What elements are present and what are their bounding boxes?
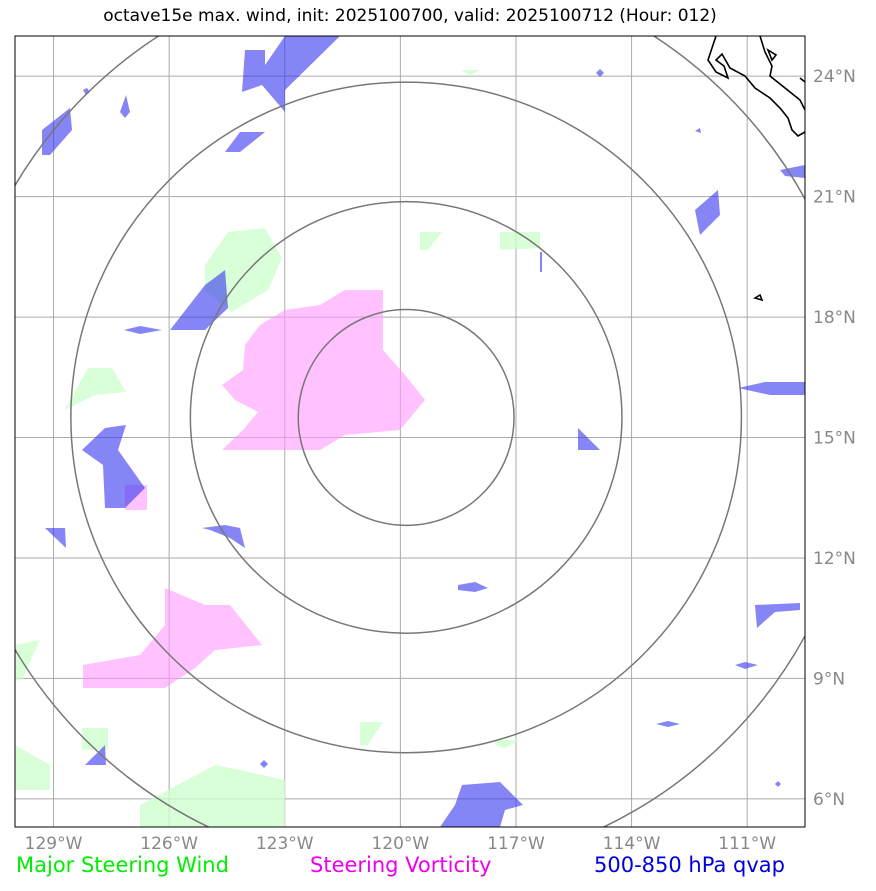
longitude-tick-label: 117°W xyxy=(487,834,545,854)
qvap-area xyxy=(45,528,66,548)
wind-area xyxy=(140,765,285,827)
latitude-labels: 24°N 21°N 18°N 15°N 12°N 9°N 6°N xyxy=(813,67,856,810)
longitude-tick-label: 126°W xyxy=(140,834,198,854)
qvap-area xyxy=(120,95,130,118)
qvap-area xyxy=(578,428,600,450)
longitude-tick-label: 129°W xyxy=(25,834,83,854)
qvap-area xyxy=(540,252,542,272)
legend-steering-wind: Major Steering Wind xyxy=(16,853,229,877)
longitude-tick-label: 123°W xyxy=(256,834,314,854)
range-ring xyxy=(297,308,515,527)
latitude-tick-label: 6°N xyxy=(813,790,845,810)
longitude-tick-label: 114°W xyxy=(603,834,661,854)
latitude-tick-label: 9°N xyxy=(813,669,845,689)
qvap-area xyxy=(775,781,781,787)
qvap-area xyxy=(42,108,72,155)
wind-area xyxy=(420,232,442,250)
wind-area xyxy=(82,728,108,750)
qvap-area xyxy=(755,603,800,628)
island xyxy=(766,48,778,62)
wind-area xyxy=(15,640,40,680)
vorticity-area xyxy=(222,290,425,450)
qvap-layer xyxy=(42,36,805,827)
coastline-gulf xyxy=(759,36,805,111)
legend-steering-vorticity: Steering Vorticity xyxy=(310,853,492,877)
island xyxy=(753,293,764,302)
longitude-labels: 129°W 126°W 123°W 120°W 117°W 114°W 111°W xyxy=(25,834,777,854)
latitude-tick-label: 18°N xyxy=(813,308,856,328)
wind-area xyxy=(460,70,480,75)
qvap-area xyxy=(458,582,488,592)
latitude-tick-label: 24°N xyxy=(813,67,856,87)
steering-vorticity-layer xyxy=(83,290,425,688)
qvap-area xyxy=(260,760,268,768)
longitude-tick-label: 120°W xyxy=(371,834,429,854)
qvap-area xyxy=(170,270,228,330)
qvap-area xyxy=(440,782,523,827)
gridlines xyxy=(15,36,805,827)
qvap-area xyxy=(242,36,340,112)
qvap-area xyxy=(780,165,805,178)
range-ring xyxy=(189,200,623,635)
range-rings xyxy=(15,36,805,827)
wind-area xyxy=(65,368,126,410)
qvap-area xyxy=(124,326,162,334)
coastline xyxy=(707,36,805,302)
qvap-area xyxy=(735,662,758,669)
coastline-baja xyxy=(707,36,805,137)
qvap-area xyxy=(695,190,720,235)
latitude-tick-label: 15°N xyxy=(813,429,856,449)
map-title: octave15e max. wind, init: 2025100700, v… xyxy=(103,6,717,26)
range-ring xyxy=(15,36,805,827)
qvap-area xyxy=(738,382,805,395)
vorticity-area xyxy=(83,588,262,688)
latitude-tick-label: 12°N xyxy=(813,549,856,569)
qvap-area xyxy=(656,721,680,727)
legend-qvap: 500-850 hPa qvap xyxy=(594,853,785,877)
wind-area xyxy=(360,722,383,745)
qvap-area xyxy=(596,69,604,77)
plot-frame xyxy=(14,35,806,828)
steering-wind-layer xyxy=(15,70,540,827)
qvap-area xyxy=(82,425,145,508)
latitude-tick-label: 21°N xyxy=(813,188,856,208)
qvap-area xyxy=(225,132,265,152)
qvap-area xyxy=(85,745,106,765)
wind-area xyxy=(500,232,540,250)
longitude-tick-label: 111°W xyxy=(718,834,776,854)
qvap-area xyxy=(695,128,701,133)
wind-area xyxy=(495,740,520,748)
qvap-area xyxy=(202,525,245,548)
wind-area xyxy=(15,745,50,790)
range-ring xyxy=(70,81,743,754)
island xyxy=(799,77,805,83)
